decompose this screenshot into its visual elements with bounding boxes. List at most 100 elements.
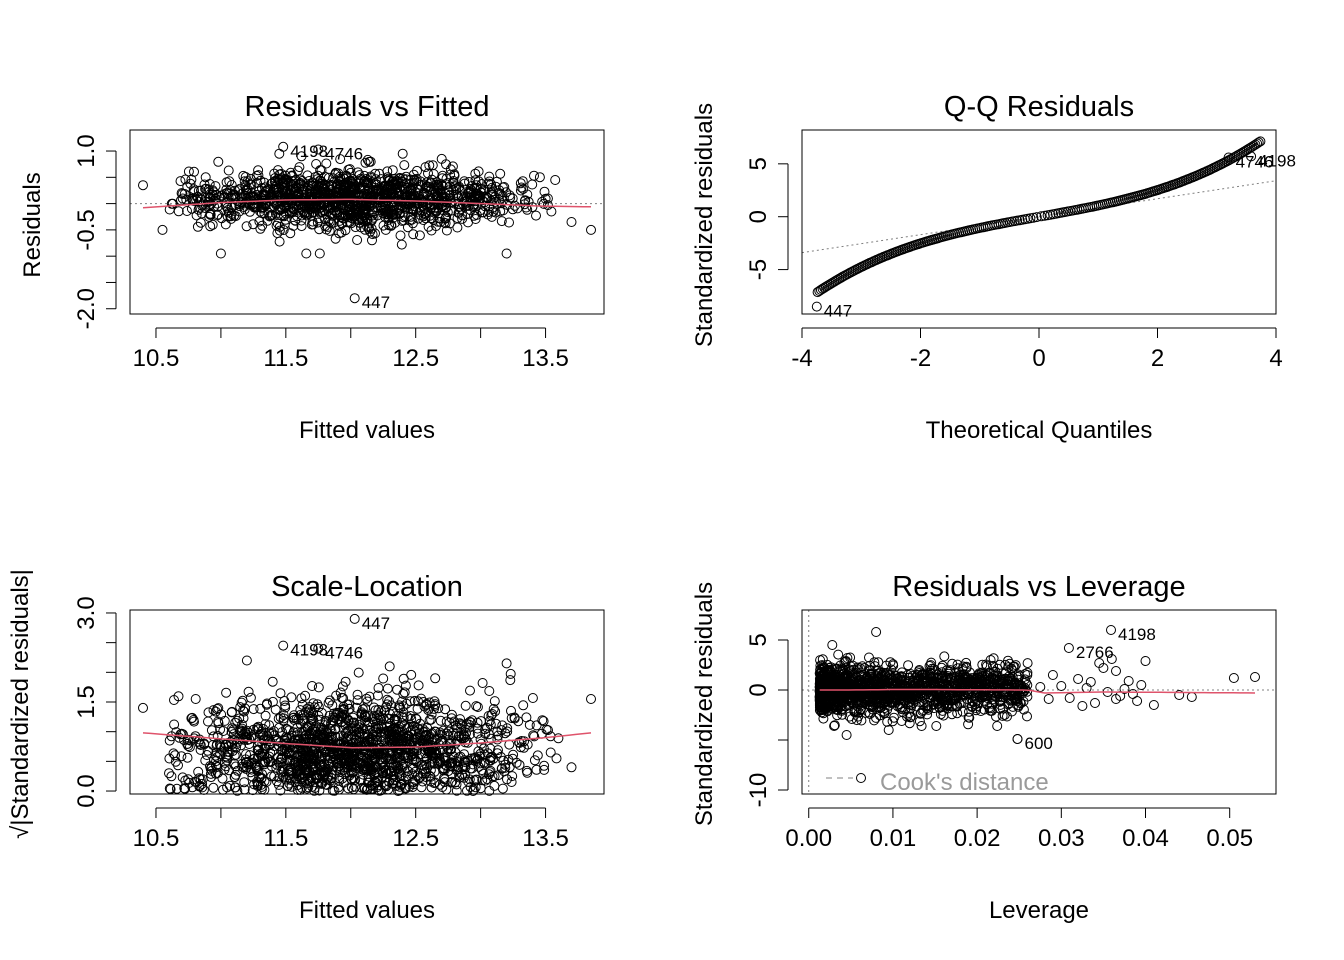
data-point <box>513 716 524 727</box>
data-point <box>328 173 339 184</box>
data-point <box>514 737 524 748</box>
data-point <box>367 235 377 246</box>
data-point <box>396 181 407 192</box>
data-point <box>411 756 422 767</box>
data-point <box>392 761 403 772</box>
data-point <box>932 691 943 702</box>
data-point <box>461 201 472 211</box>
data-point <box>400 771 411 782</box>
data-point <box>344 703 355 714</box>
data-point <box>215 248 226 259</box>
data-point <box>512 203 523 214</box>
data-point <box>188 184 199 195</box>
data-point <box>829 721 840 731</box>
data-point <box>247 785 258 796</box>
data-point <box>527 179 538 190</box>
data-point <box>956 683 967 694</box>
data-point <box>241 655 252 666</box>
data-point <box>280 170 291 181</box>
data-point <box>295 719 306 730</box>
data-point <box>1003 655 1013 666</box>
plot-frame <box>801 129 1277 315</box>
data-point <box>1119 684 1130 694</box>
data-point <box>470 752 481 763</box>
data-point <box>331 690 342 701</box>
data-point <box>313 187 324 198</box>
data-point <box>532 750 543 761</box>
data-point <box>869 715 880 726</box>
data-point <box>1001 667 1012 678</box>
data-point <box>252 724 263 735</box>
data-point <box>407 218 418 229</box>
data-point <box>338 704 349 715</box>
data-point <box>278 710 289 721</box>
data-point <box>409 695 420 706</box>
data-point <box>922 674 933 685</box>
data-point <box>1174 690 1185 700</box>
data-point <box>346 773 357 784</box>
data-point <box>368 729 379 740</box>
data-point <box>998 687 1009 698</box>
data-point <box>399 215 409 226</box>
data-point <box>506 777 517 787</box>
data-point <box>465 763 476 774</box>
data-point <box>289 710 299 721</box>
data-point <box>501 187 512 198</box>
data-point <box>462 785 472 796</box>
data-points-layer <box>811 136 1266 312</box>
data-point <box>267 746 278 757</box>
data-point <box>238 705 249 716</box>
data-point <box>504 190 515 201</box>
plot-frame <box>129 129 605 315</box>
x-axis-label: Fitted values <box>299 417 435 444</box>
data-point <box>456 720 467 731</box>
data-point <box>1000 693 1011 703</box>
panel-residuals-vs-fitted: Residuals vs Fitted Fitted values Residu… <box>19 91 605 444</box>
data-point <box>370 705 381 716</box>
data-point <box>361 763 372 774</box>
data-point <box>832 702 843 713</box>
data-point <box>497 720 508 731</box>
data-point <box>186 713 197 724</box>
data-point <box>432 190 443 201</box>
data-point <box>415 718 426 729</box>
data-point <box>983 675 994 686</box>
data-point <box>967 677 978 688</box>
data-point <box>1010 660 1021 671</box>
data-point <box>222 211 233 222</box>
data-point <box>458 729 469 740</box>
data-point <box>205 221 216 232</box>
data-point <box>1006 706 1017 717</box>
point-label: 4198 <box>1258 151 1296 170</box>
data-point <box>170 756 181 767</box>
data-point <box>230 761 241 772</box>
data-point <box>213 716 224 727</box>
data-point <box>988 653 999 664</box>
data-point <box>502 726 513 737</box>
data-point <box>815 678 826 689</box>
data-point <box>180 775 191 786</box>
data-point <box>241 757 252 768</box>
data-point <box>452 222 463 233</box>
data-point <box>255 223 266 234</box>
data-point <box>212 767 223 778</box>
data-point <box>256 192 267 203</box>
data-point <box>527 693 538 703</box>
data-point <box>164 753 175 764</box>
data-point <box>208 705 219 716</box>
data-point <box>852 687 863 698</box>
data-point <box>471 193 481 204</box>
data-point <box>182 739 193 749</box>
data-point <box>400 747 411 758</box>
data-point <box>308 724 319 735</box>
data-point <box>476 183 486 194</box>
data-point <box>348 712 358 723</box>
data-point <box>253 170 264 181</box>
y-axis-label: Standardized residuals <box>691 103 718 347</box>
data-point <box>874 667 885 678</box>
data-point <box>387 165 398 176</box>
data-point <box>539 760 550 771</box>
cooks-legend-label: Cook's distance <box>880 769 1049 796</box>
data-point <box>209 187 219 198</box>
